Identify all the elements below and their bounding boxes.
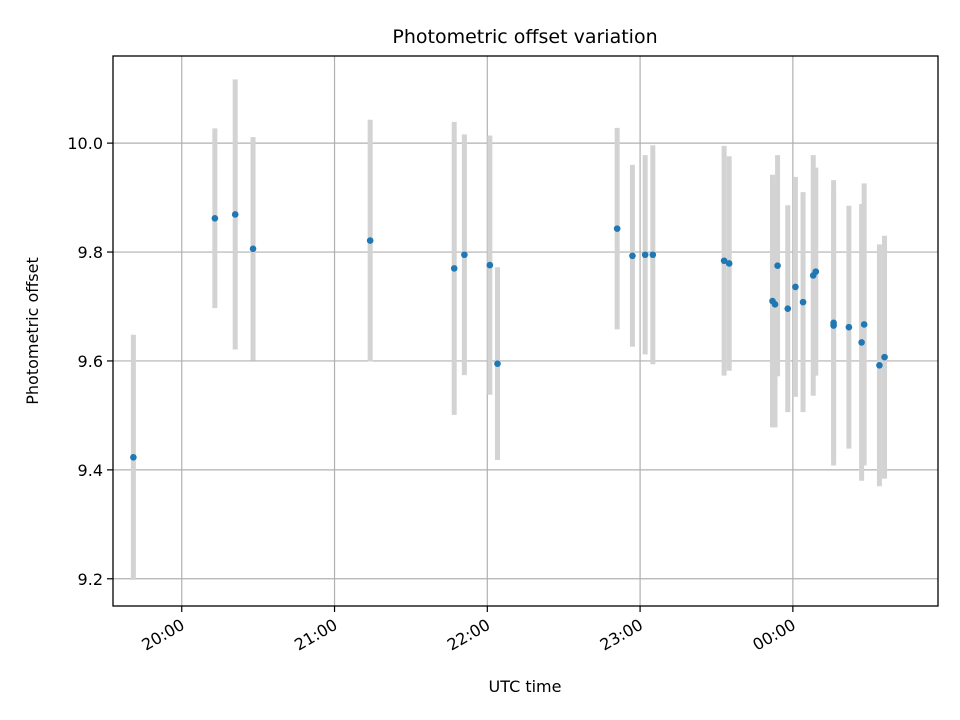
data-point [812,268,820,275]
data-point [629,252,636,260]
data-point [613,225,621,232]
y-tick-label: 9.8 [78,243,103,262]
data-point [249,245,257,253]
data-point [720,257,728,265]
data-point [830,322,837,329]
data-point [774,262,781,269]
plot-area [113,56,938,606]
data-point [211,214,219,222]
data-points [130,211,888,461]
y-tick-label: 9.2 [78,570,103,589]
data-point [494,360,501,367]
data-point [461,251,468,259]
y-axis-title: Photometric offset [23,257,42,405]
data-point [771,301,779,308]
data-point [784,305,792,312]
y-tick-label: 9.6 [78,352,103,371]
data-point [450,265,458,272]
data-point [876,362,883,369]
plot-frame [112,55,939,607]
data-point [231,211,239,218]
data-point [649,251,657,259]
data-point [366,237,374,244]
data-point [858,339,865,346]
data-point [130,454,137,461]
chart-title: Photometric offset variation [392,26,657,48]
data-point [799,298,807,306]
data-point [486,261,494,269]
data-point [792,283,799,291]
data-point [860,321,868,328]
data-point [845,323,853,331]
data-point [641,251,649,259]
y-tick-label: 9.4 [78,461,103,480]
data-point [725,260,733,267]
y-axis: 9.2 9.4 9.6 9.8 10.0 [67,134,113,589]
grid [113,56,938,606]
x-axis-title: UTC time [489,677,562,696]
data-point [881,353,888,361]
y-tick-label: 10.0 [67,134,103,153]
